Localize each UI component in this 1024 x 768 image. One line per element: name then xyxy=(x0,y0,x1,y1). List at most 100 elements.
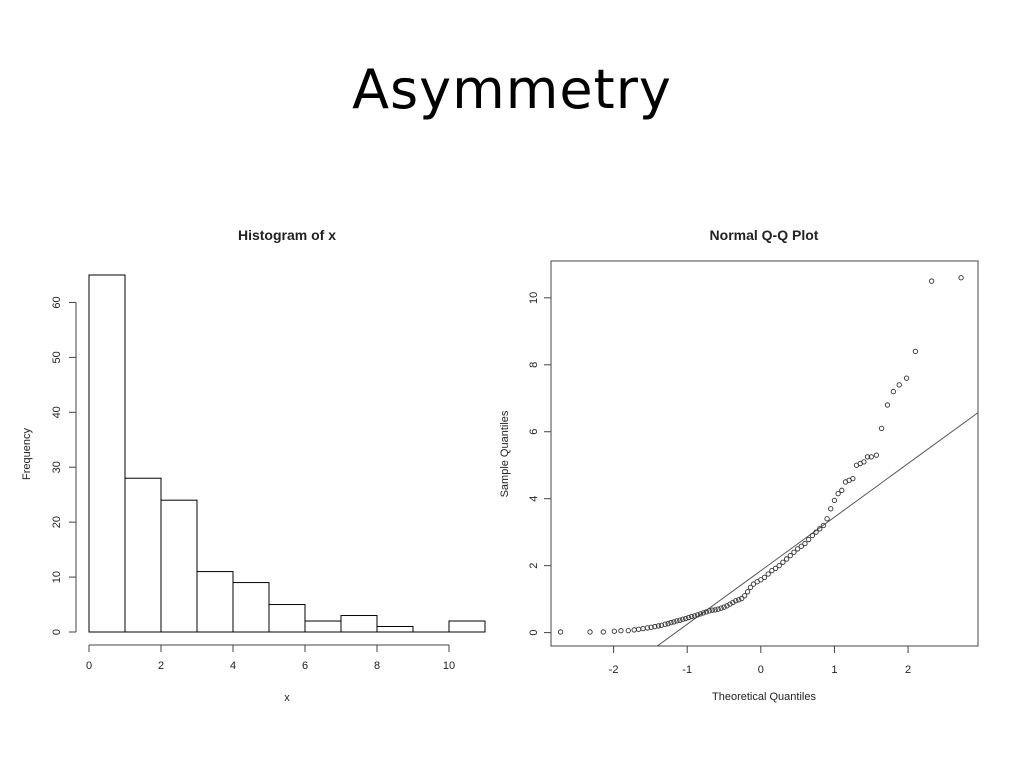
histogram-bar-1 xyxy=(124,477,162,633)
qq-point-59 xyxy=(806,536,812,543)
qq-point-40 xyxy=(739,595,745,602)
qq-point-5 xyxy=(625,627,631,634)
histogram-bar-0 xyxy=(88,274,126,633)
histogram-bar-8 xyxy=(376,626,414,633)
qq-x-tick-label: -1 xyxy=(682,664,692,676)
qq-plot-frame xyxy=(550,260,979,647)
qq-point-32 xyxy=(715,606,721,612)
qq-point-63 xyxy=(820,522,827,529)
qq-point-81 xyxy=(896,382,902,388)
qq-point-16 xyxy=(668,619,674,626)
qq-point-4 xyxy=(618,627,624,634)
qq-point-64 xyxy=(824,516,830,522)
histogram-x-tick-label: 10 xyxy=(443,660,455,672)
qq-point-61 xyxy=(813,529,819,535)
qq-point-80 xyxy=(890,388,896,395)
histogram-bar-10 xyxy=(448,620,486,633)
histogram-y-tick-label: 60 xyxy=(51,296,63,308)
qq-point-48 xyxy=(765,571,771,577)
qq-y-tick-label: 8 xyxy=(528,362,540,368)
qq-x-tick-label: -2 xyxy=(609,664,619,676)
qq-point-29 xyxy=(706,608,712,614)
qq-point-62 xyxy=(817,526,823,532)
qq-point-78 xyxy=(878,425,885,432)
histogram-x-tick-label: 8 xyxy=(374,660,380,672)
histogram-y-label: Frequency xyxy=(21,428,33,480)
qq-point-51 xyxy=(776,563,782,569)
qq-point-54 xyxy=(787,552,793,559)
qq-point-6 xyxy=(631,627,637,633)
histogram-title: Histogram of x xyxy=(238,227,336,243)
qq-point-44 xyxy=(750,581,757,587)
qq-point-82 xyxy=(903,375,910,381)
histogram-x-tick-label: 6 xyxy=(302,660,308,672)
qq-point-31 xyxy=(712,607,718,613)
histogram-y-tick-label: 40 xyxy=(51,406,63,418)
qq-point-76 xyxy=(868,454,874,460)
histogram-x-tick-label: 2 xyxy=(158,660,164,672)
qq-point-57 xyxy=(798,543,804,549)
qq-point-14 xyxy=(662,621,668,627)
qq-point-83 xyxy=(912,348,919,355)
histogram-y-tick-label: 30 xyxy=(51,461,63,473)
qq-point-50 xyxy=(772,565,779,571)
histogram-bars xyxy=(88,274,486,633)
qq-point-19 xyxy=(677,617,683,623)
histogram-bar-5 xyxy=(268,604,306,633)
qq-point-0 xyxy=(557,629,564,635)
qq-point-9 xyxy=(644,625,651,631)
qq-point-12 xyxy=(655,623,662,629)
qq-point-55 xyxy=(791,549,797,555)
qq-point-10 xyxy=(648,624,654,630)
qq-point-33 xyxy=(718,605,724,611)
qq-point-1 xyxy=(587,629,593,635)
histogram-y-tick-label: 0 xyxy=(51,629,63,635)
qq-y-tick-label: 2 xyxy=(528,563,540,569)
qq-point-3 xyxy=(611,628,617,634)
qq-point-18 xyxy=(674,618,680,624)
qq-reference-line-group xyxy=(656,412,978,646)
qq-y-axis: 0 2 4 6 8 10 xyxy=(528,292,551,636)
qq-point-20 xyxy=(680,616,686,622)
qq-point-42 xyxy=(744,589,751,595)
histogram-x-label: x xyxy=(284,692,290,704)
qq-x-tick-label: 1 xyxy=(831,664,837,676)
qq-point-22 xyxy=(686,614,692,621)
qq-point-52 xyxy=(780,559,786,565)
qq-point-23 xyxy=(688,613,695,620)
histogram-y-tick-label: 20 xyxy=(51,516,63,528)
qq-point-58 xyxy=(802,540,808,547)
histogram-x-axis: 0 2 4 6 8 10 xyxy=(86,644,455,672)
qq-point-24 xyxy=(691,613,698,619)
histogram-x-tick-label: 0 xyxy=(86,660,92,672)
qq-point-46 xyxy=(758,577,764,583)
histogram-bar-3 xyxy=(196,571,234,633)
histogram-y-tick-label: 10 xyxy=(51,571,63,583)
qq-point-26 xyxy=(697,611,704,617)
qq-y-tick-label: 6 xyxy=(528,429,540,435)
histogram-y-axis: 0 10 20 30 40 50 60 xyxy=(51,296,77,635)
slide-title: Asymmetry xyxy=(352,58,672,121)
qq-points xyxy=(557,275,964,635)
qq-point-77 xyxy=(873,452,880,458)
qq-point-68 xyxy=(839,487,845,493)
qq-point-15 xyxy=(665,620,671,627)
qq-x-label: Theoretical Quantiles xyxy=(712,691,816,703)
histogram-chart: Histogram of x 0 2 4 6 8 10 0 10 20 30 40 50 60 x F… xyxy=(21,227,486,704)
qq-point-56 xyxy=(794,546,801,552)
qq-x-tick-label: 2 xyxy=(905,664,911,676)
qq-point-66 xyxy=(831,497,838,504)
qq-point-13 xyxy=(658,622,665,628)
qq-point-21 xyxy=(683,615,689,622)
qq-point-28 xyxy=(703,609,709,615)
histogram-bar-6 xyxy=(304,620,342,633)
qq-point-27 xyxy=(700,610,707,616)
qq-point-7 xyxy=(635,626,642,632)
qq-point-34 xyxy=(721,604,727,610)
qq-point-75 xyxy=(864,454,871,460)
qq-point-85 xyxy=(958,275,964,281)
qq-plot-chart: Normal Q-Q Plot -2 -1 0 1 2 0 2 4 6 8 10 Theoreti… xyxy=(499,227,979,703)
histogram-y-tick-label: 50 xyxy=(51,351,63,363)
qq-point-25 xyxy=(694,612,701,618)
